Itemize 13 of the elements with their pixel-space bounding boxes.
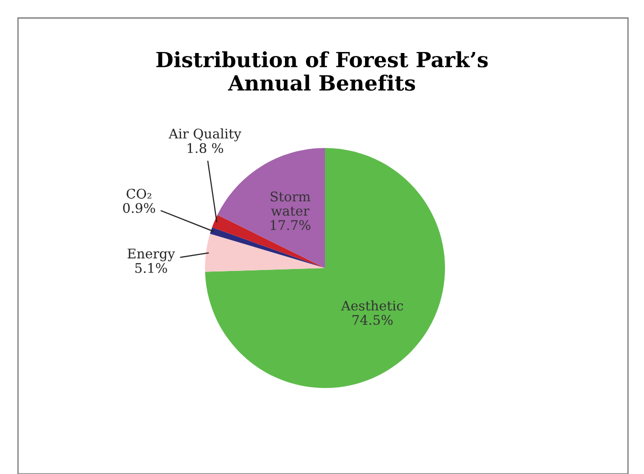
slice-label: Storm water: [270, 192, 310, 216]
chart-title: Distribution of Forest Park’s Annual Benefits: [156, 51, 488, 91]
data-label: 17.7%: [270, 220, 310, 230]
data-label: 0.9%: [123, 202, 156, 213]
pie-slice: [212, 214, 325, 268]
pie-slice: [205, 234, 325, 272]
slice-label: Air Quality: [168, 128, 242, 142]
slice-label: CO₂: [126, 188, 152, 199]
data-label: 1.8 %: [188, 143, 224, 154]
data-label: 5.1%: [135, 262, 168, 273]
slice-label: Energy: [128, 248, 176, 262]
data-label: 74.5%: [352, 314, 393, 325]
slice-label: Aesthetic: [341, 300, 404, 311]
